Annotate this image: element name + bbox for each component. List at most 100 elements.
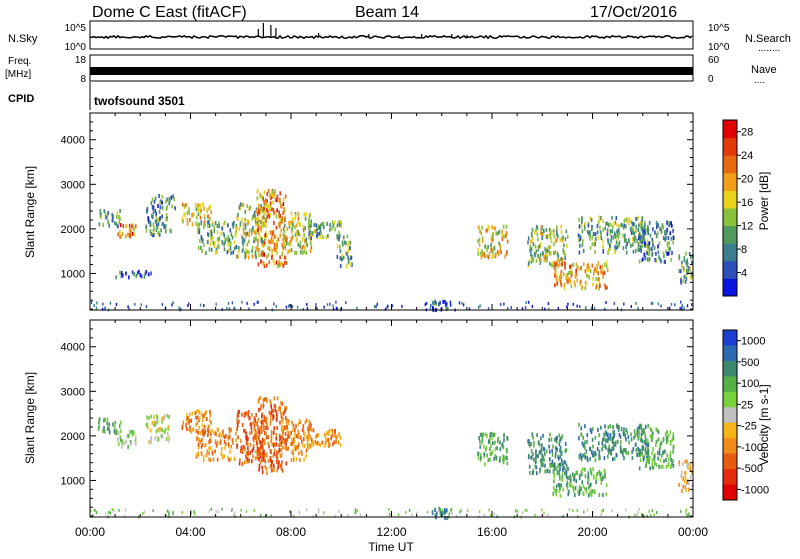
scatter-cell <box>309 221 312 226</box>
scatter-cell <box>299 458 301 462</box>
scatter-cell <box>201 249 203 254</box>
scatter-cell <box>558 448 561 453</box>
y-tick-label: 3000 <box>61 386 85 398</box>
scatter-cell <box>260 429 263 434</box>
scatter-cell <box>280 448 282 453</box>
scatter-cell <box>527 240 529 245</box>
scatter-cell <box>643 238 646 243</box>
scatter-cell <box>541 225 544 230</box>
scatter-cell <box>323 511 325 515</box>
scatter-cell <box>338 237 340 241</box>
scatter-cell <box>626 242 628 247</box>
scatter-cell <box>223 454 226 459</box>
scatter-cell <box>641 223 643 227</box>
scatter-cell <box>282 202 285 206</box>
scatter-cell <box>248 228 251 233</box>
scatter-cell <box>643 455 645 460</box>
scatter-cell <box>616 233 619 238</box>
scatter-cell <box>224 445 226 450</box>
scatter-cell <box>257 435 260 440</box>
scatter-cell <box>545 449 548 454</box>
scatter-cell <box>561 475 564 480</box>
scatter-cell <box>241 248 244 253</box>
scatter-cell <box>644 431 646 436</box>
scatter-cell <box>477 305 480 309</box>
scatter-cell <box>566 486 569 491</box>
scatter-cell <box>649 233 652 238</box>
scatter-cell <box>221 239 224 244</box>
scatter-cell <box>157 437 160 442</box>
scatter-cell <box>572 486 575 491</box>
scatter-cell <box>685 487 687 492</box>
scatter-cell <box>666 243 669 248</box>
scatter-cell <box>593 306 596 310</box>
scatter-cell <box>661 223 664 228</box>
colorbar-segment <box>723 469 737 486</box>
scatter-cell <box>303 457 305 462</box>
scatter-cell <box>349 246 351 251</box>
scatter-cell <box>323 443 326 448</box>
scatter-cell <box>244 251 246 256</box>
scatter-cell <box>560 269 563 274</box>
scatter-cell <box>648 241 651 246</box>
scatter-cell <box>223 435 226 440</box>
scatter-cell <box>498 229 501 234</box>
scatter-cell <box>282 197 285 202</box>
scatter-cell <box>260 220 263 225</box>
scatter-cell <box>689 464 692 469</box>
scatter-cell <box>297 231 300 236</box>
scatter-cell <box>119 216 121 221</box>
scatter-cell <box>247 446 249 451</box>
scatter-cell <box>131 231 134 236</box>
scatter-cell <box>257 238 259 243</box>
scatter-cell <box>620 427 623 432</box>
scatter-cell <box>576 470 578 475</box>
scatter-cell <box>355 511 357 515</box>
scatter-cell <box>208 446 210 451</box>
scatter-cell <box>598 280 601 285</box>
scatter-cell <box>486 254 488 259</box>
scatter-cell <box>546 235 548 240</box>
scatter-cell <box>301 439 303 444</box>
scatter-cell <box>589 483 591 488</box>
scatter-cell <box>254 216 256 221</box>
scatter-cell <box>270 407 273 412</box>
scatter-cell <box>196 205 199 209</box>
scatter-cell <box>630 437 633 442</box>
scatter-cell <box>306 307 309 310</box>
scatter-cell <box>609 228 612 233</box>
scatter-cell <box>269 230 272 235</box>
scatter-cell <box>597 427 599 432</box>
scatter-cell <box>612 446 615 451</box>
scatter-cell <box>557 307 559 311</box>
scatter-cell <box>549 462 551 467</box>
scatter-cell <box>96 301 98 305</box>
scatter-cell <box>241 300 243 304</box>
scatter-cell <box>462 303 465 307</box>
scatter-cell <box>235 224 238 228</box>
scatter-cell <box>606 285 608 290</box>
scatter-cell <box>582 248 585 253</box>
scatter-cell <box>197 451 200 456</box>
scatter-cell <box>543 458 545 463</box>
scatter-cell <box>220 452 223 457</box>
scatter-cell <box>273 396 276 401</box>
scatter-cell <box>291 236 293 241</box>
scatter-cell <box>264 233 267 238</box>
scatter-cell <box>558 442 561 447</box>
scatter-cell <box>190 511 192 515</box>
scatter-cell <box>145 209 148 214</box>
scatter-cell <box>581 242 584 247</box>
scatter-cell <box>249 416 251 421</box>
colorbar-segment <box>723 225 737 244</box>
scatter-cell <box>557 463 560 468</box>
scatter-cell <box>256 430 258 435</box>
scatter-cell <box>128 307 130 311</box>
scatter-cell <box>434 299 436 304</box>
scatter-cell <box>258 447 261 452</box>
scatter-cell <box>638 259 641 264</box>
scatter-cell <box>535 249 538 254</box>
scatter-cell <box>691 471 693 475</box>
scatter-cell <box>209 229 211 234</box>
scatter-cell <box>532 242 535 247</box>
